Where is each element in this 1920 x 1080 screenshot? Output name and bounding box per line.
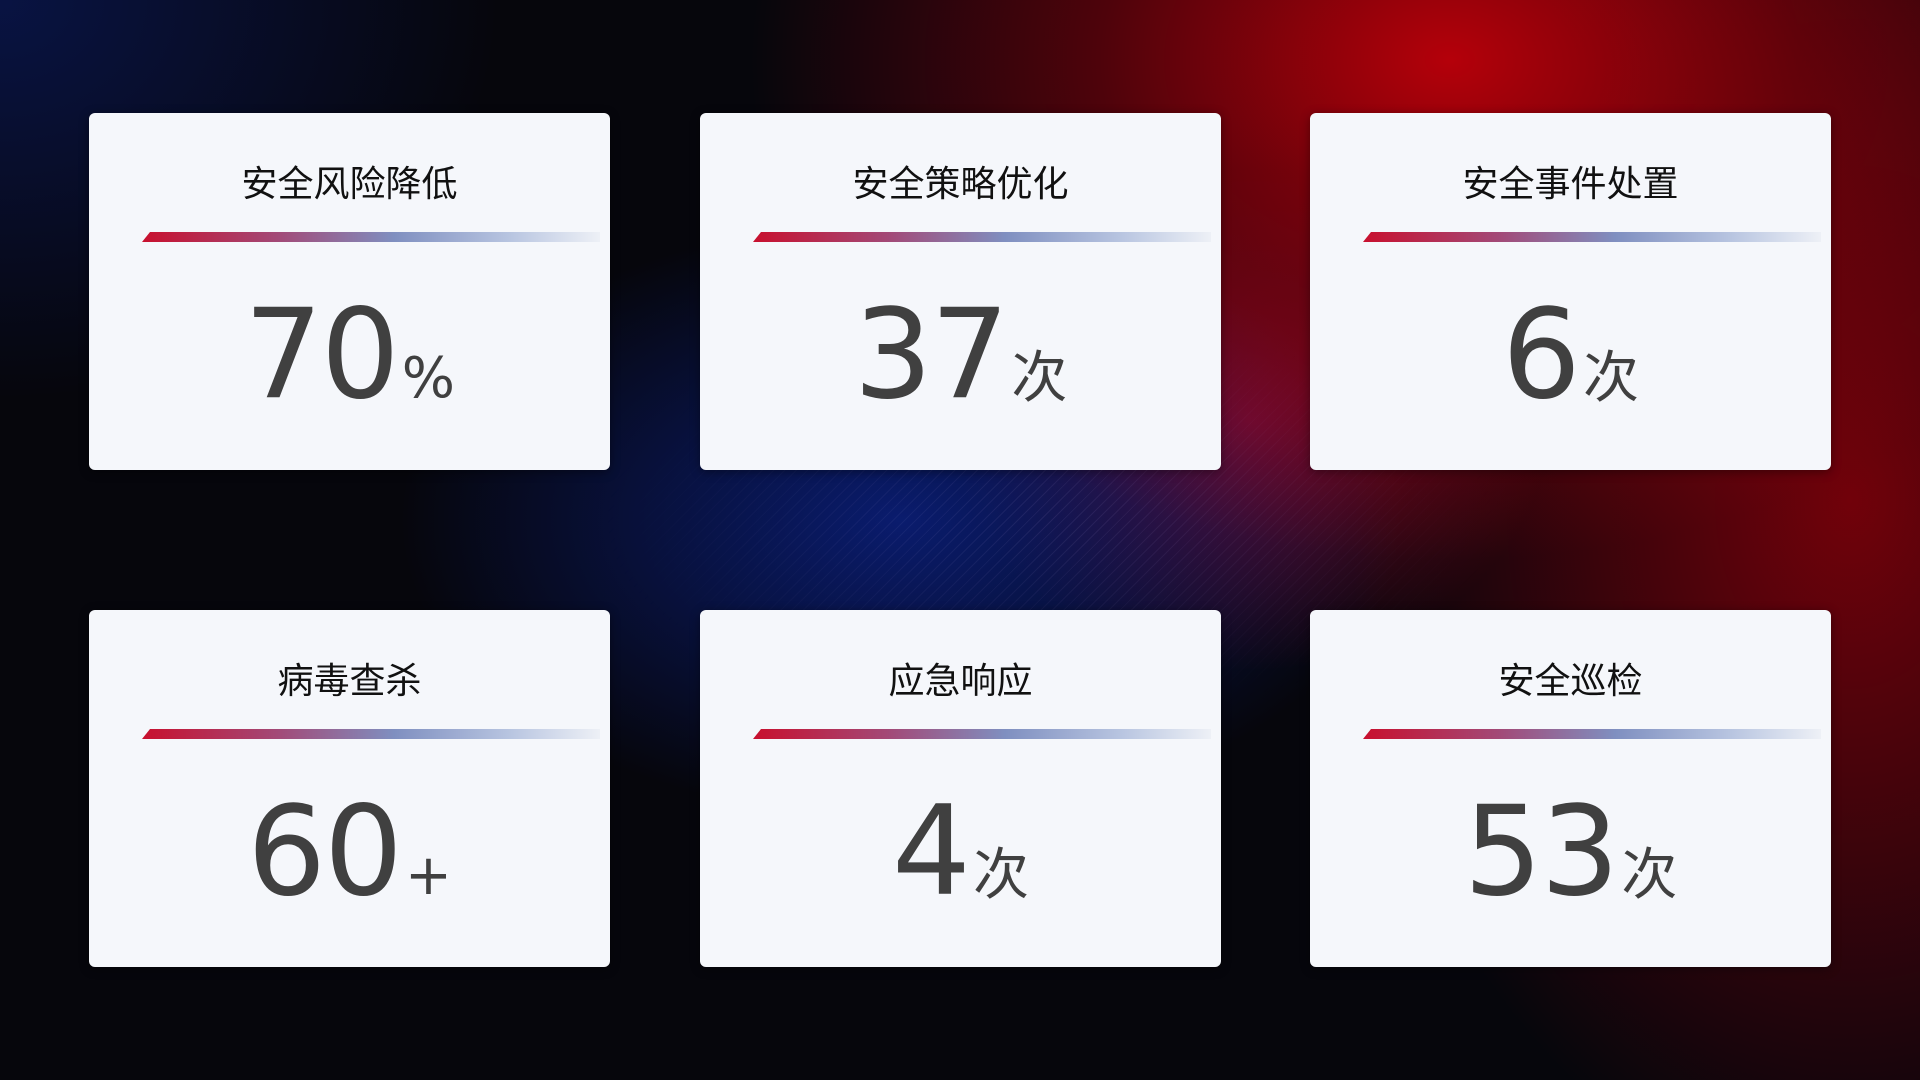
- value-unit: 次: [1582, 346, 1639, 411]
- card-title: 安全巡检: [1498, 661, 1643, 702]
- card-title: 安全策略优化: [852, 164, 1069, 205]
- value-unit: %: [401, 346, 455, 411]
- gradient-divider: [1363, 729, 1821, 739]
- card-value: 60+: [89, 780, 610, 924]
- card-title: 安全风险降低: [241, 164, 458, 205]
- stat-card-virus-removal: 病毒查杀 60+: [89, 610, 610, 967]
- gradient-divider: [142, 729, 600, 739]
- stat-card-policy-optimization: 安全策略优化 37次: [700, 113, 1221, 470]
- gradient-divider: [1363, 232, 1821, 242]
- card-title: 应急响应: [888, 661, 1033, 702]
- value-number: 6: [1502, 283, 1581, 427]
- value-number: 4: [892, 780, 971, 924]
- stat-card-incident-handling: 安全事件处置 6次: [1310, 113, 1831, 470]
- gradient-divider: [142, 232, 600, 242]
- card-value: 53次: [1310, 780, 1831, 924]
- gradient-divider: [753, 232, 1211, 242]
- value-number: 37: [853, 283, 1010, 427]
- card-value: 37次: [700, 283, 1221, 427]
- stat-card-risk-reduction: 安全风险降低 70%: [89, 113, 610, 470]
- card-value: 4次: [700, 780, 1221, 924]
- value-number: 60: [247, 780, 403, 924]
- value-unit: +: [404, 843, 452, 908]
- value-number: 53: [1463, 780, 1620, 924]
- value-unit: 次: [1621, 843, 1678, 908]
- value-unit: 次: [1011, 346, 1068, 411]
- gradient-divider: [753, 729, 1211, 739]
- card-title: 安全事件处置: [1462, 164, 1679, 205]
- card-title: 病毒查杀: [277, 661, 422, 702]
- card-value: 70%: [89, 283, 610, 427]
- stat-card-security-inspection: 安全巡检 53次: [1310, 610, 1831, 967]
- value-unit: 次: [972, 843, 1029, 908]
- stat-card-emergency-response: 应急响应 4次: [700, 610, 1221, 967]
- card-value: 6次: [1310, 283, 1831, 427]
- value-number: 70: [243, 283, 400, 427]
